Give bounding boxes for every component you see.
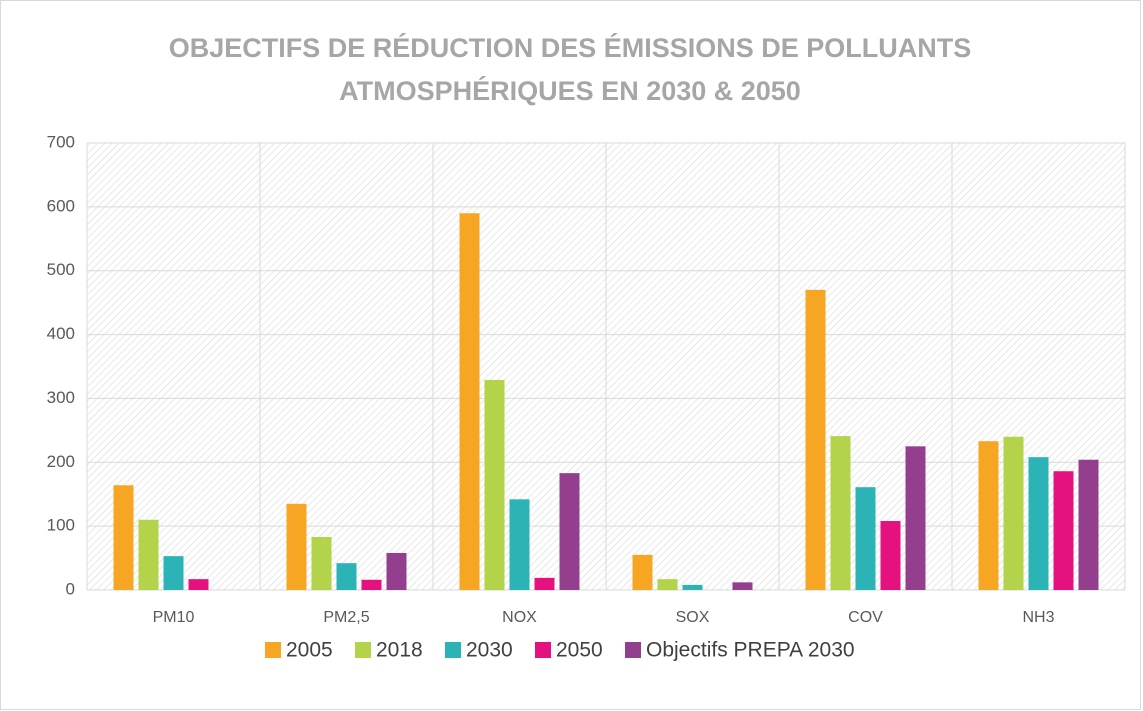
bar bbox=[509, 499, 530, 590]
legend-label: 2030 bbox=[466, 639, 513, 662]
legend-label: 2018 bbox=[376, 639, 423, 662]
bar bbox=[163, 556, 184, 590]
chart-title: ATMOSPHÉRIQUES EN 2030 & 2050 bbox=[339, 75, 801, 106]
bar bbox=[311, 536, 332, 590]
y-tick-label: 700 bbox=[47, 132, 75, 151]
y-tick-label: 100 bbox=[47, 516, 75, 535]
y-tick-label: 200 bbox=[47, 452, 75, 471]
bar bbox=[657, 579, 678, 590]
y-tick-label: 500 bbox=[47, 260, 75, 279]
legend-swatch bbox=[625, 642, 641, 658]
bar bbox=[386, 552, 407, 590]
legend-label: Objectifs PREPA 2030 bbox=[646, 639, 855, 662]
bar bbox=[113, 485, 134, 590]
bar bbox=[1078, 459, 1099, 590]
bar bbox=[138, 519, 159, 590]
x-tick-label: PM2,5 bbox=[323, 609, 369, 626]
y-tick-label: 0 bbox=[66, 579, 75, 598]
x-tick-label: COV bbox=[848, 609, 883, 626]
y-tick-label: 300 bbox=[47, 388, 75, 407]
bar bbox=[534, 577, 555, 590]
bar bbox=[905, 446, 926, 590]
bar bbox=[1028, 457, 1049, 590]
bar bbox=[286, 503, 307, 590]
legend-label: 2005 bbox=[286, 639, 333, 662]
x-tick-label: PM10 bbox=[153, 609, 195, 626]
bar bbox=[459, 213, 480, 590]
bar bbox=[484, 379, 505, 590]
bar bbox=[1003, 436, 1024, 590]
legend-swatch bbox=[445, 642, 461, 658]
y-tick-label: 400 bbox=[47, 324, 75, 343]
legend-swatch bbox=[535, 642, 551, 658]
bar bbox=[855, 487, 876, 590]
bar bbox=[880, 521, 901, 590]
x-tick-label: SOX bbox=[676, 609, 710, 626]
bar bbox=[336, 563, 357, 590]
legend-label: 2050 bbox=[556, 639, 603, 662]
bar bbox=[632, 554, 653, 590]
x-tick-label: NOX bbox=[502, 609, 537, 626]
bar bbox=[188, 579, 209, 590]
bar bbox=[978, 441, 999, 590]
bar bbox=[830, 436, 851, 590]
legend-swatch bbox=[355, 642, 371, 658]
chart-title: OBJECTIFS DE RÉDUCTION DES ÉMISSIONS DE … bbox=[169, 32, 972, 63]
bar bbox=[732, 582, 753, 590]
bar bbox=[559, 473, 580, 590]
bar bbox=[682, 584, 703, 590]
legend-swatch bbox=[265, 642, 281, 658]
bar bbox=[1053, 471, 1074, 590]
bar bbox=[805, 289, 826, 590]
y-tick-label: 600 bbox=[47, 196, 75, 215]
bar bbox=[361, 579, 382, 590]
x-tick-label: NH3 bbox=[1022, 609, 1054, 626]
